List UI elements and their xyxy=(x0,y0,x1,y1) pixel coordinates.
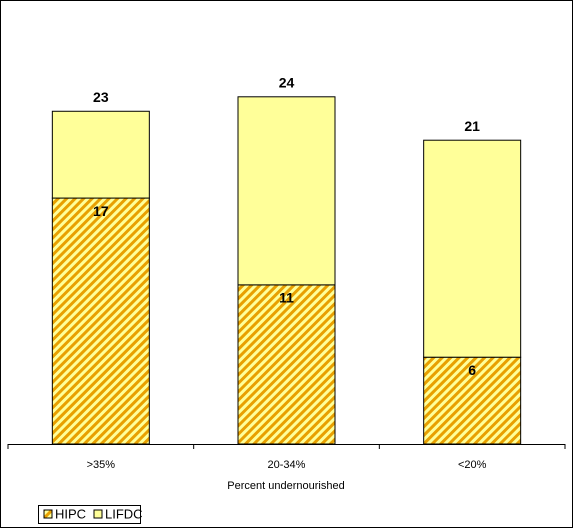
total-label: 23 xyxy=(93,89,109,105)
bar-segment xyxy=(423,139,522,358)
bar-segment xyxy=(51,110,150,199)
legend-swatch xyxy=(43,509,53,519)
total-label: 21 xyxy=(464,118,480,134)
data-label: 11 xyxy=(279,290,294,306)
bar-segment xyxy=(423,356,522,445)
legend-label: LIFDC xyxy=(105,506,143,521)
legend-box xyxy=(38,505,141,524)
legend-swatch xyxy=(93,509,103,519)
x-tick-label: 20-34% xyxy=(268,459,306,471)
data-label: 17 xyxy=(93,203,109,219)
bar-segment xyxy=(51,197,150,445)
bar-segment xyxy=(237,96,336,286)
total-label: 24 xyxy=(279,75,295,91)
x-axis-title: Percent undernourished xyxy=(227,480,344,492)
x-tick-label: <20% xyxy=(458,459,487,471)
legend-label: HIPC xyxy=(55,506,86,521)
bar-segment xyxy=(237,284,336,445)
data-label: 6 xyxy=(468,362,476,378)
x-tick-label: >35% xyxy=(87,459,116,471)
